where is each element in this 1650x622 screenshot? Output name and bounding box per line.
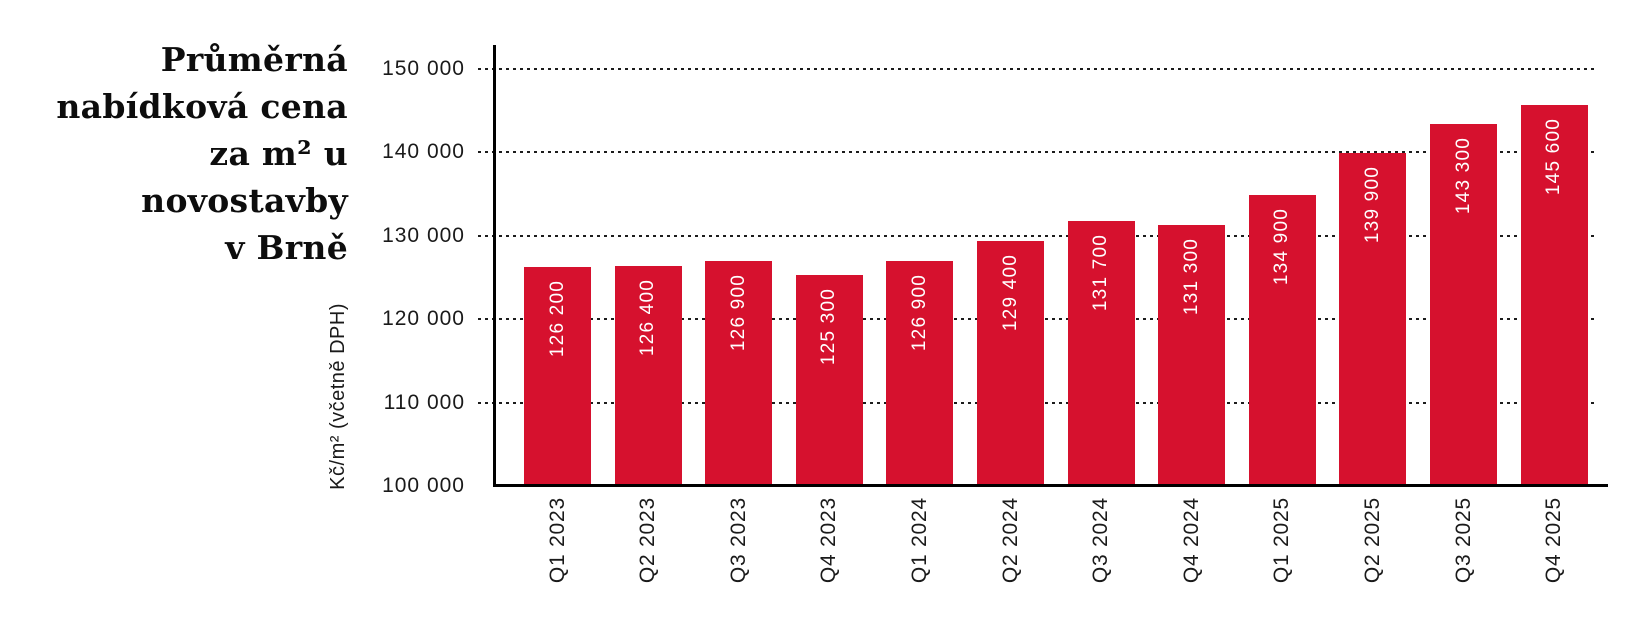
bar-value-label: 139 900 [1361,165,1383,243]
bar-value-label: 126 200 [546,280,568,358]
x-tick-label: Q1 2023 [545,497,569,584]
bar: 131 700 [1067,221,1135,486]
chart-title-line: v Brně [225,228,348,267]
bar: 139 900 [1339,152,1407,486]
bar-value-label: 125 300 [818,287,840,365]
bar-value-label: 131 700 [1090,234,1112,312]
bar-value-label: 143 300 [1452,137,1474,215]
gridline [478,234,1597,237]
chart-title-line: za m² u novostavby [141,134,348,220]
bar: 145 600 [1520,105,1588,486]
x-tick-label: Q1 2024 [907,497,931,584]
x-tick-label: Q2 2023 [636,497,660,584]
bar: 125 300 [795,274,863,486]
y-tick-label: 140 000 [382,140,465,163]
bar: 126 900 [705,261,773,486]
x-tick-label: Q3 2024 [1089,497,1113,584]
x-tick-label: Q2 2024 [998,497,1022,584]
x-tick-label: Q3 2025 [1451,497,1475,584]
x-tick-label: Q4 2025 [1542,497,1566,584]
x-axis-line [493,484,1608,487]
bar-value-label: 129 400 [999,253,1021,331]
bar: 126 400 [614,265,682,486]
bar-value-label: 126 900 [727,274,749,352]
bar: 126 200 [524,267,591,486]
bar-value-label: 126 900 [908,274,930,352]
y-tick-label: 150 000 [382,56,465,80]
bar: 134 900 [1248,194,1316,486]
gridline [478,151,1597,153]
x-tick-label: Q4 2024 [1179,497,1203,584]
bar-value-label: 145 600 [1543,118,1565,196]
y-axis-line [493,45,496,486]
x-tick-label: Q4 2023 [817,497,841,584]
y-tick-label: 120 000 [382,307,465,330]
bar: 131 300 [1158,224,1226,486]
bar-value-label: 126 400 [637,278,659,356]
y-tick-label: 100 000 [382,474,465,497]
bar-value-label: 131 300 [1180,237,1202,315]
chart-title: Průměrná nabídková cena za m² u novostav… [0,36,348,271]
y-tick-label: 130 000 [382,223,465,247]
chart-title-line: Průměrná [160,40,348,79]
bar: 143 300 [1430,124,1497,486]
bar: 126 900 [886,261,954,486]
y-tick-label: 110 000 [383,390,465,414]
gridline [478,67,1597,70]
chart-title-line: nabídková cena [56,87,348,126]
bar-value-label: 134 900 [1271,207,1293,285]
x-tick-label: Q2 2025 [1360,497,1384,584]
bar: 129 400 [977,240,1044,486]
x-tick-label: Q3 2023 [726,497,750,584]
x-tick-label: Q1 2025 [1270,497,1294,584]
